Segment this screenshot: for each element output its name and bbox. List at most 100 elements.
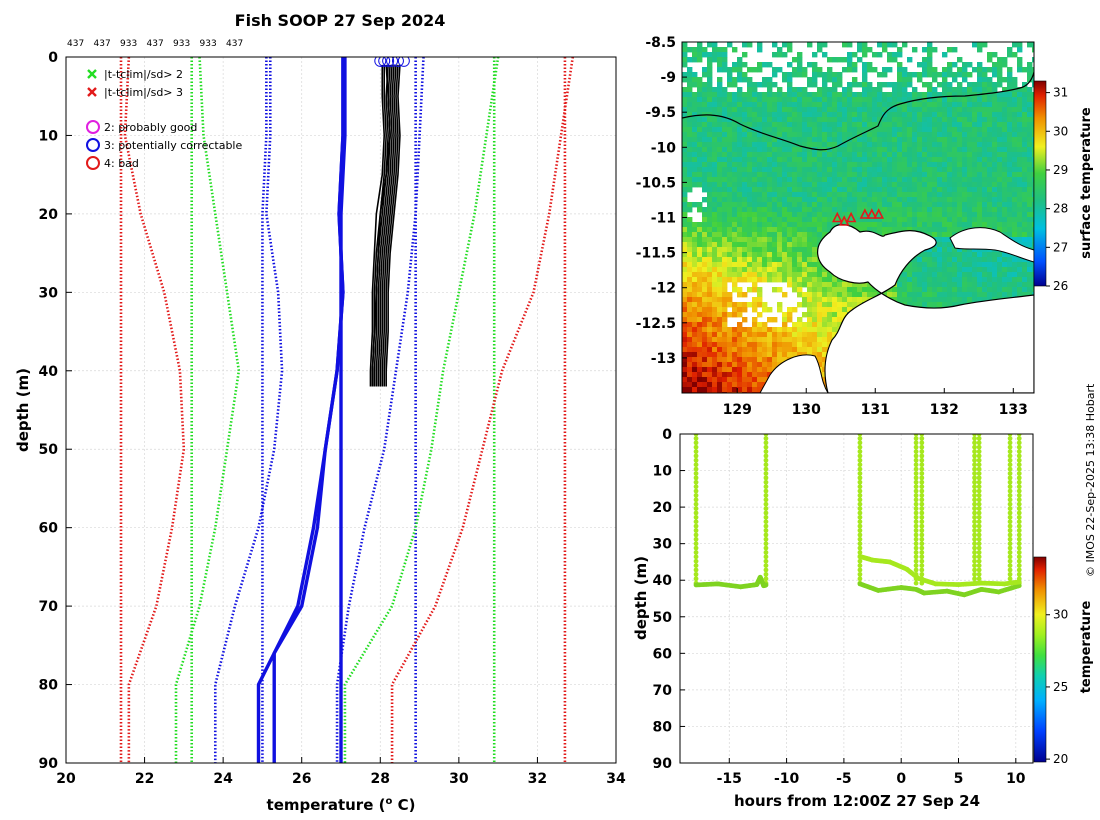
sst-cell (852, 97, 858, 103)
td-point (919, 453, 925, 459)
sst-cell (1022, 97, 1028, 103)
sst-cell (767, 102, 773, 108)
sst-cell (822, 137, 828, 143)
sst-cell (927, 197, 933, 203)
sst-cell (997, 172, 1003, 178)
sst-cell (772, 157, 778, 163)
sst-cell (852, 287, 858, 293)
sst-cell (807, 172, 813, 178)
td-point (919, 528, 925, 533)
sst-cell (752, 202, 758, 208)
sst-cell (682, 177, 688, 183)
td-point (919, 479, 925, 485)
sst-cell (787, 232, 793, 238)
sst-cell (952, 172, 958, 178)
sst-cell (682, 97, 688, 103)
sst-cell (937, 192, 943, 198)
sst-cell (892, 167, 898, 173)
sst-cell (1022, 272, 1028, 278)
td-point (857, 523, 863, 529)
sst-cell (932, 267, 938, 273)
sst-cell (777, 127, 783, 133)
sst-cell (822, 102, 828, 108)
sst-cell (897, 112, 903, 118)
sst-cell (707, 202, 713, 208)
xbt-profile (373, 64, 389, 387)
sst-cell (857, 217, 863, 223)
sst-cell (997, 127, 1003, 133)
sst-cell (842, 107, 848, 113)
sst-cell (917, 197, 923, 203)
sst-cell (932, 132, 938, 138)
sst-cell (692, 112, 698, 118)
sst-cell (747, 362, 753, 368)
sst-cell (752, 287, 758, 293)
sst-cell (847, 302, 853, 308)
sst-cell (907, 267, 913, 273)
sst-cell (977, 287, 983, 293)
sst-cell (832, 102, 838, 108)
sst-cell (862, 292, 868, 298)
y-tick-label: 20 (39, 207, 59, 223)
sst-cell (872, 292, 878, 298)
sst-cell (917, 122, 923, 128)
sst-cell (817, 137, 823, 143)
sst-cell (697, 227, 703, 233)
sst-cell (852, 52, 858, 58)
sst-cell (922, 217, 928, 223)
sst-cell (972, 152, 978, 158)
sst-cell (1027, 182, 1033, 188)
sst-cell (752, 112, 758, 118)
sst-cell (817, 277, 823, 283)
sst-cell (1002, 167, 1008, 173)
sst-cell (792, 177, 798, 183)
sst-cell (687, 152, 693, 158)
sst-cell (837, 97, 843, 103)
sst-cell (862, 172, 868, 178)
sst-cell (1027, 107, 1033, 113)
sst-cell (772, 127, 778, 133)
sst-cell (967, 287, 973, 293)
sst-cell (762, 167, 768, 173)
sst-cell (947, 262, 953, 268)
sst-cell (817, 102, 823, 108)
sst-cell (687, 47, 693, 53)
sst-cell (782, 227, 788, 233)
sst-cell (707, 182, 713, 188)
sst-cell (717, 242, 723, 248)
sst-cell (982, 272, 988, 278)
sst-cell (727, 352, 733, 358)
sst-cell (922, 112, 928, 118)
sst-cell (887, 82, 893, 88)
td-point (693, 440, 699, 446)
sst-cell (777, 177, 783, 183)
sst-cell (1027, 147, 1033, 153)
sst-cell (752, 242, 758, 248)
sst-cell (897, 157, 903, 163)
sst-cell (797, 272, 803, 278)
sst-cell (912, 92, 918, 98)
sst-cell (952, 122, 958, 128)
sst-cell (747, 107, 753, 113)
sst-cell (687, 67, 693, 73)
sst-cell (777, 132, 783, 138)
sst-cell (812, 317, 818, 323)
sst-cell (692, 322, 698, 328)
sst-cell (972, 247, 978, 253)
sst-cell (942, 212, 948, 218)
sst-cell (727, 217, 733, 223)
sst-cell (877, 87, 883, 93)
sst-cell (852, 147, 858, 153)
sst-cell (772, 137, 778, 143)
sst-cell (787, 82, 793, 88)
sst-cell (757, 177, 763, 183)
sst-cell (792, 232, 798, 238)
sst-cell (927, 297, 933, 303)
sst-cell (692, 257, 698, 263)
sst-cell (937, 97, 943, 103)
sst-cell (887, 212, 893, 218)
sst-cell (997, 57, 1003, 63)
sst-cell (907, 197, 913, 203)
sst-cell (962, 247, 968, 253)
sst-cell (1017, 167, 1023, 173)
